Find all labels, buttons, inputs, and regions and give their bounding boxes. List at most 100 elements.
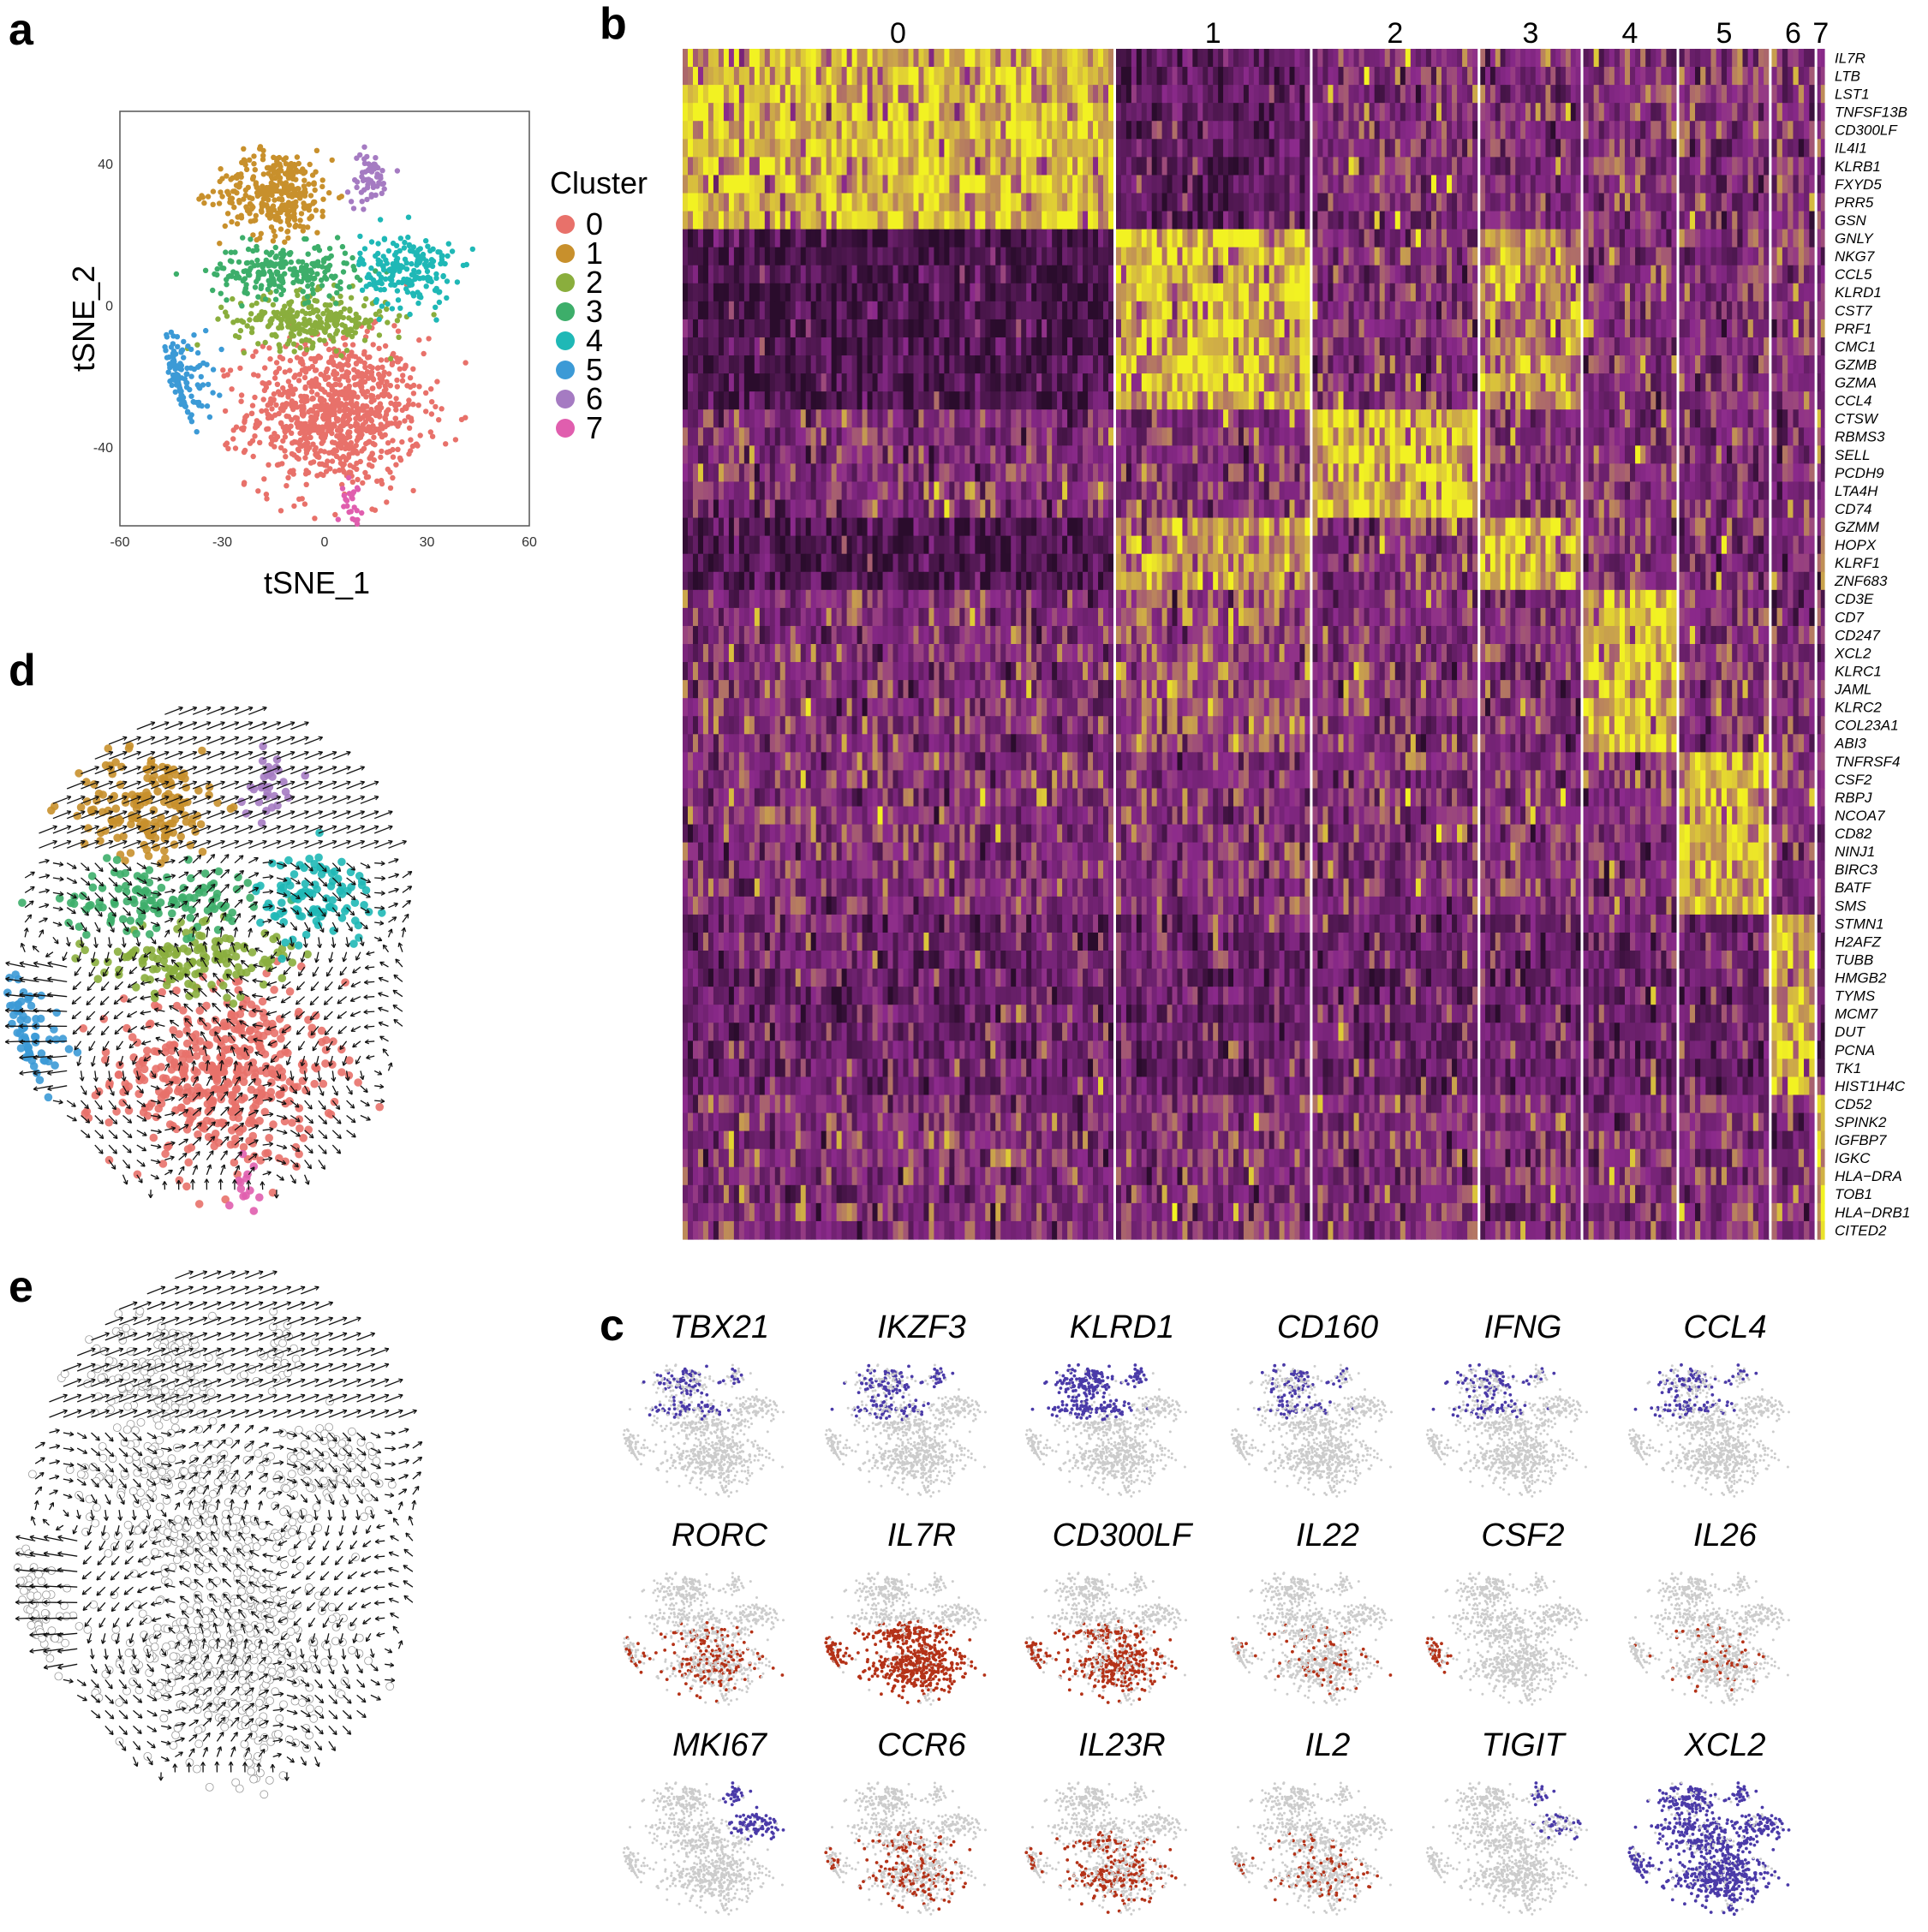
tsne-point [308,408,313,413]
tsne-point [228,367,233,373]
tsne-point [326,382,331,387]
tsne-point [294,439,299,444]
tsne-point [408,375,413,380]
tsne-point [376,381,381,386]
tsne-point [383,343,388,349]
tsne-point [360,374,365,379]
tsne-point [278,508,284,513]
tsne-point [347,469,352,474]
tsne-point [239,426,244,431]
tsne-point [332,382,337,387]
tsne-point [280,402,285,408]
tsne-point [371,435,376,440]
tsne-point [311,356,316,361]
tsne-point [393,402,398,408]
tsne-point [303,368,308,373]
tsne-point [331,450,336,456]
tsne-point [395,447,400,452]
tsne-point [368,430,373,435]
tsne-point [265,426,270,432]
tsne-point [391,323,397,328]
tsne-point [303,437,308,442]
tsne-point [388,383,393,388]
tsne-point [280,356,285,361]
tsne-point [376,346,381,351]
tsne-point [331,359,336,364]
tsne-point [230,436,236,441]
tsne-point [252,395,257,400]
tsne-point [321,403,326,408]
tsne-point [261,476,266,481]
tsne-point [367,364,373,369]
tsne-point [391,351,396,356]
tsne-point [397,367,403,372]
tsne-point [302,501,307,506]
tsne-point [284,414,289,419]
tsne-point [345,358,350,363]
tsne-point [369,463,374,468]
tsne-point [426,336,431,341]
tsne-point [282,448,287,453]
tsne-point [429,411,434,416]
tsne-point [369,396,374,401]
tsne-point [423,391,428,396]
tsne-point [350,390,355,395]
tsne-point [350,403,355,408]
tsne-point [254,418,260,423]
tsne-point [324,410,329,415]
tsne-point [295,415,300,420]
tsne-point [299,426,304,431]
tsne-point [429,399,434,404]
tsne-point [322,449,327,454]
tsne-point [225,446,230,451]
tsne-point [284,427,289,432]
tsne-point [303,471,308,476]
tsne-point [403,406,409,411]
tsne-point [244,413,249,418]
tsne-point [369,418,374,423]
tsne-point [346,429,351,434]
tsne-point [290,469,295,474]
tsne-point [351,450,356,455]
tsne-point [365,389,370,394]
tsne-point [302,385,307,391]
tsne-point [434,379,439,384]
tsne-point [266,462,271,468]
tsne-point [369,450,374,456]
tsne-point [397,456,403,461]
tsne-point [354,443,359,448]
tsne-point [329,431,334,436]
tsne-point [385,440,391,445]
tsne-point [338,444,343,449]
tsne-point [298,356,303,361]
tsne-point [384,499,389,504]
tsne-point [430,434,435,439]
tsne-point [416,384,421,389]
tsne-point [302,399,307,404]
tsne-point [322,462,327,468]
panel-label-e: e [9,1262,33,1312]
tsne-point [314,410,319,415]
tsne-point [272,197,277,202]
tsne-point [367,355,372,360]
tsne-point [326,419,331,424]
tsne-point [314,454,319,459]
tsne-point [402,366,407,371]
tsne-point [439,406,444,411]
tsne-point [388,486,393,491]
tsne-point [378,401,383,406]
tsne-point [272,431,277,436]
tsne-point [323,424,328,429]
tsne-point [379,478,384,483]
tsne-point [418,432,423,438]
tsne-point [296,378,301,383]
tsne-point [325,367,330,372]
tsne-point [266,345,272,350]
tsne-point [285,475,290,480]
tsne-point [423,408,428,414]
tsne-point [255,488,260,493]
tsne-point [379,377,385,382]
tsne-point [343,342,348,347]
tsne-point [357,416,362,421]
tsne-point [416,337,421,343]
